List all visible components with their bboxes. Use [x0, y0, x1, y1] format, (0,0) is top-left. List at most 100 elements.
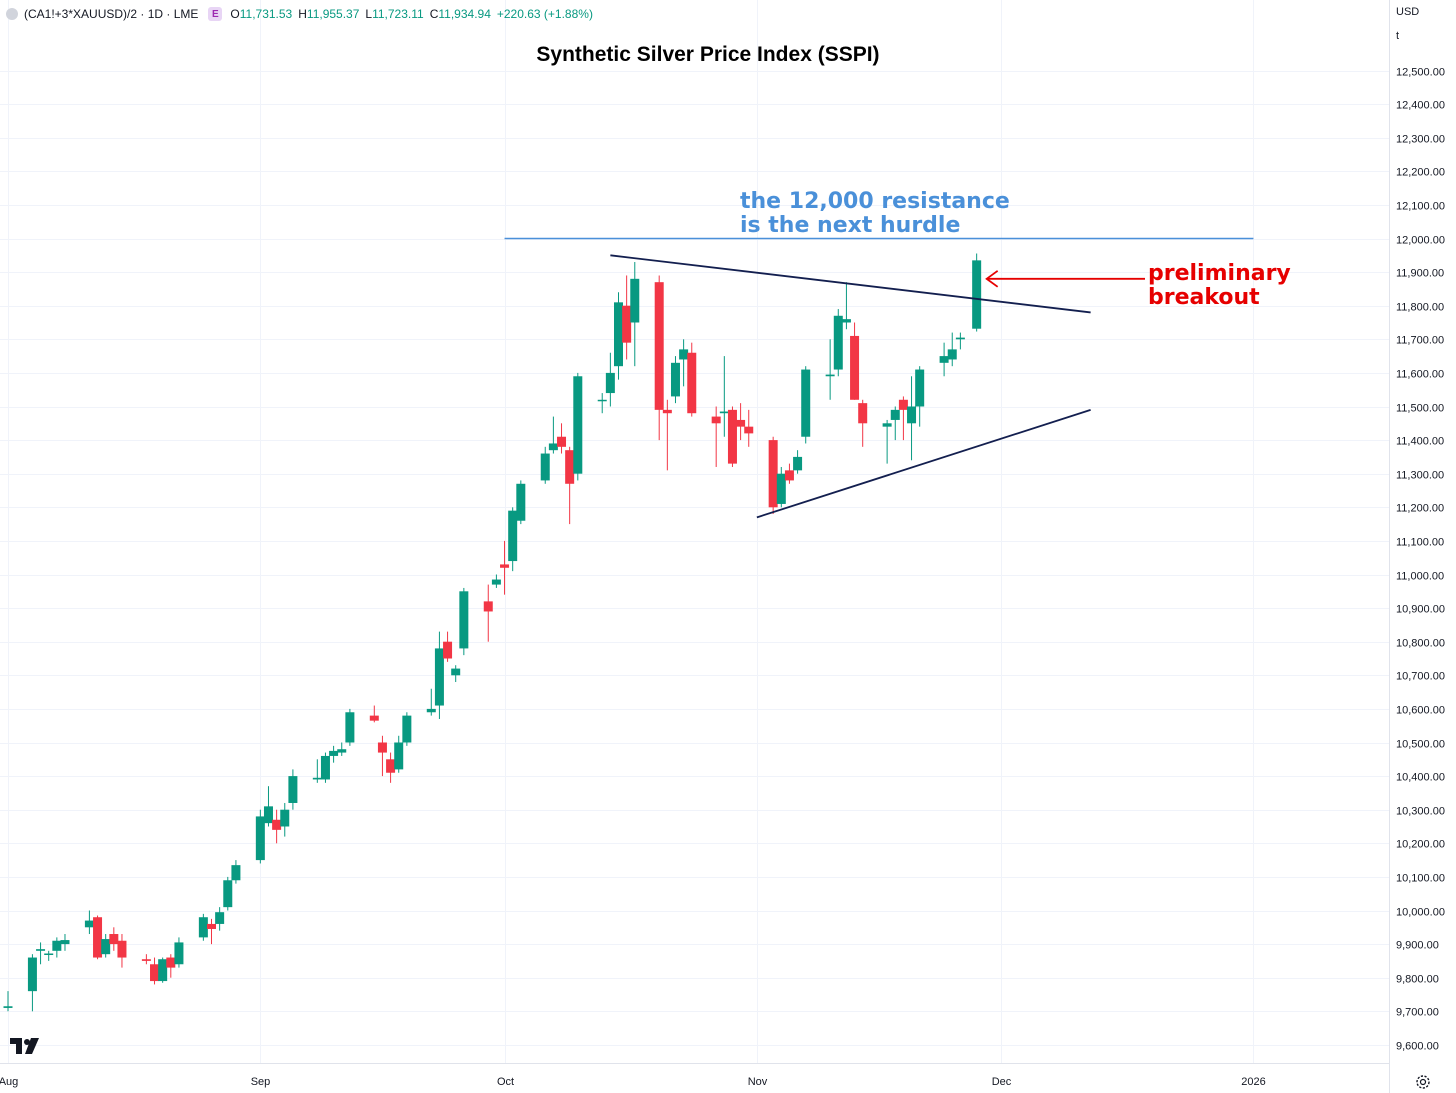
candle: [825, 339, 835, 400]
candle-body: [377, 742, 387, 753]
x-tick-label: Aug: [0, 1076, 18, 1088]
candle-body: [337, 749, 347, 753]
candle-body: [451, 668, 461, 676]
candle: [662, 399, 672, 471]
gear-icon[interactable]: [1414, 1073, 1432, 1091]
candle: [630, 262, 640, 367]
candle: [654, 275, 664, 441]
candle-body: [727, 409, 737, 464]
chart-title: Synthetic Silver Price Index (SSPI): [536, 43, 879, 66]
candle: [890, 406, 900, 441]
unit-label[interactable]: t: [1396, 30, 1400, 42]
candle: [402, 712, 412, 746]
candle: [776, 466, 786, 508]
candle-body: [622, 305, 632, 343]
currency-label[interactable]: USD: [1396, 6, 1420, 18]
candle: [329, 745, 339, 763]
x-tick-label: Dec: [992, 1076, 1012, 1088]
candle: [850, 322, 860, 400]
candle-body: [801, 369, 811, 437]
candle: [882, 419, 892, 464]
low-value: 11,723.11: [372, 7, 424, 21]
candle-body: [394, 742, 404, 770]
tradingview-logo-icon[interactable]: [10, 1038, 40, 1054]
candle: [605, 352, 615, 407]
candle: [426, 688, 436, 716]
drawings-layer: [504, 237, 1254, 519]
candle-body: [426, 708, 436, 713]
candle-body: [557, 436, 567, 447]
candle-body: [898, 399, 908, 410]
candle-body: [711, 416, 721, 424]
legend-header: (CA1!+3*XAUUSD)/2 · 1D · LME E O 11,731.…: [6, 4, 593, 24]
candle: [223, 876, 233, 911]
candle: [158, 957, 168, 983]
candle: [711, 406, 721, 467]
open-value: 11,731.53: [239, 7, 293, 21]
symbol-name[interactable]: (CA1!+3*XAUUSD)/2 · 1D · LME: [24, 7, 199, 21]
time-axis[interactable]: Aug Sep Oct Nov Dec 2026: [0, 1076, 1266, 1088]
candle-body: [670, 362, 680, 397]
candle: [565, 446, 575, 525]
candle-body: [744, 426, 754, 434]
y-tick-label: 11,600.00: [1396, 369, 1444, 381]
candle: [614, 292, 623, 380]
breakout-arrow-head: [985, 270, 999, 288]
candle: [394, 735, 404, 773]
candle: [166, 954, 176, 978]
candle-body: [158, 959, 168, 982]
low-label: L: [365, 7, 373, 21]
y-tick-label: 10,200.00: [1396, 839, 1445, 851]
y-tick-label: 12,300.00: [1396, 134, 1445, 146]
candle: [312, 759, 322, 783]
y-tick-label: 10,800.00: [1396, 638, 1445, 650]
y-tick-label: 10,600.00: [1396, 705, 1445, 717]
candle-body: [52, 940, 62, 951]
candle-body: [784, 470, 794, 481]
y-tick-label: 11,000.00: [1396, 571, 1444, 583]
candle-body: [60, 940, 70, 945]
candle-body: [850, 335, 860, 400]
candle-body: [654, 282, 664, 410]
candle-body: [3, 1006, 13, 1008]
candle-body: [833, 315, 843, 370]
candle: [972, 253, 982, 332]
y-tick-label: 9,700.00: [1396, 1007, 1439, 1019]
candle: [255, 809, 265, 864]
candle-body: [907, 406, 917, 424]
candle-body: [44, 953, 54, 956]
candle-body: [434, 648, 444, 706]
candle: [434, 631, 444, 719]
candle-body: [491, 579, 501, 585]
candle-body: [329, 750, 339, 756]
close-label: C: [429, 7, 439, 21]
candle-body: [719, 411, 729, 414]
trendline-lower: [756, 409, 1091, 519]
y-tick-label: 11,200.00: [1396, 503, 1444, 515]
y-tick-label: 12,000.00: [1396, 235, 1445, 247]
candle-body: [288, 776, 298, 803]
candlestick-series: [3, 253, 982, 1012]
y-tick-label: 10,700.00: [1396, 671, 1445, 683]
y-tick-label: 10,500.00: [1396, 739, 1445, 751]
candle-body: [36, 949, 46, 951]
price-axis[interactable]: 12,500.00 12,400.00 12,300.00 12,200.00 12,1…: [1396, 67, 1445, 1053]
y-tick-label: 11,400.00: [1396, 436, 1444, 448]
candle: [386, 752, 396, 783]
candle: [915, 366, 925, 427]
candle-body: [320, 755, 330, 780]
candle: [719, 356, 729, 437]
candle-body: [84, 920, 94, 928]
candle-body: [150, 964, 160, 982]
candle-body: [223, 880, 233, 908]
candle: [27, 954, 37, 1012]
candle-body: [141, 959, 151, 961]
candle: [231, 860, 241, 884]
x-tick-label: Nov: [748, 1076, 768, 1088]
y-tick-label: 11,500.00: [1396, 403, 1444, 415]
candle-body: [882, 423, 892, 427]
chart-grid: [0, 0, 1389, 1063]
candle-body: [280, 809, 290, 827]
candle: [744, 409, 754, 447]
